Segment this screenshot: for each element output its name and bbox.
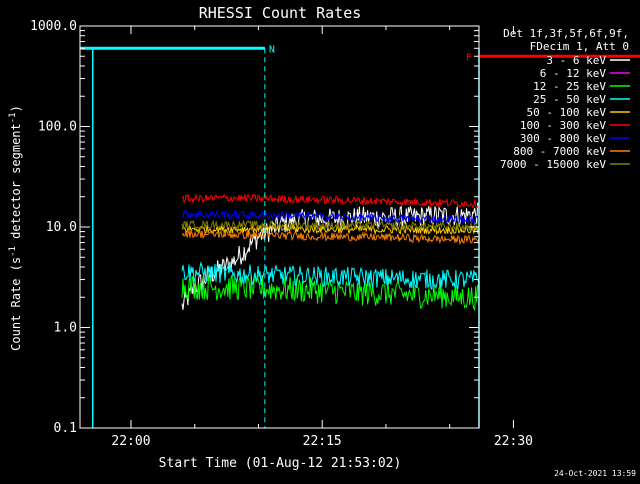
- legend-label-3-6-kev: 3 - 6 keV: [546, 54, 606, 67]
- x-tick-label: 22:30: [494, 434, 533, 449]
- series-line-800-7000-kev: [181, 229, 479, 246]
- y-tick-label: 0.1: [54, 421, 77, 436]
- y-axis-label-main: Count Rate (s: [9, 257, 23, 351]
- night-label: N: [269, 44, 275, 55]
- series-line-7000-15000-kev: [181, 219, 479, 233]
- series-line-50-100-kev: [181, 222, 479, 236]
- y-axis-label: Count Rate (s-1 detector segment-1): [8, 105, 23, 351]
- y-axis-label-sup-1: -1: [8, 246, 18, 257]
- legend-label-25-50-kev: 25 - 50 keV: [533, 93, 606, 106]
- legend-label-6-12-kev: 6 - 12 keV: [540, 67, 607, 80]
- y-axis-label-mid: detector segment: [9, 123, 23, 246]
- series-line-25-50-kev: [181, 260, 479, 291]
- legend-label-800-7000-kev: 800 - 7000 keV: [513, 145, 606, 158]
- x-tick-label: 22:15: [303, 434, 342, 449]
- flare-label: F: [466, 52, 472, 63]
- y-tick-label: 100.0: [38, 120, 77, 135]
- chart-title: RHESSI Count Rates: [199, 4, 362, 22]
- legend-label-50-100-kev: 50 - 100 keV: [527, 106, 607, 119]
- series-layer: [181, 192, 479, 311]
- legend: Det 1f,3f,5f,6f,9f, FDecim 1, Att 0 3 - …: [500, 27, 630, 171]
- y-axis-label-sup-2: -1: [8, 112, 18, 123]
- y-tick-label: 1000.0: [30, 19, 77, 34]
- legend-header-line-2: FDecim 1, Att 0: [530, 40, 629, 53]
- axes-layer: 22:0022:1522:3022:4523:0023:1523:300.11.…: [30, 19, 533, 449]
- series-line-3-6-kev: [181, 202, 479, 310]
- series-line-300-800-kev: [181, 208, 479, 226]
- y-axis-label-end: ): [9, 105, 23, 112]
- legend-label-300-800-kev: 300 - 800 keV: [520, 132, 606, 145]
- legend-header-line-1: Det 1f,3f,5f,6f,9f,: [503, 27, 629, 40]
- y-tick-label: 1.0: [54, 321, 77, 336]
- legend-label-100-300-kev: 100 - 300 keV: [520, 119, 606, 132]
- series-line-100-300-kev: [181, 192, 479, 209]
- x-axis-label: Start Time (01-Aug-12 21:53:02): [159, 456, 402, 471]
- y-tick-label: 10.0: [46, 220, 77, 235]
- series-line-12-25-kev: [181, 274, 479, 311]
- footer-timestamp: 24-Oct-2021 13:59: [554, 469, 636, 478]
- x-tick-label: 22:00: [111, 434, 150, 449]
- legend-label-7000-15000-kev: 7000 - 15000 keV: [500, 158, 606, 171]
- legend-label-12-25-kev: 12 - 25 keV: [533, 80, 606, 93]
